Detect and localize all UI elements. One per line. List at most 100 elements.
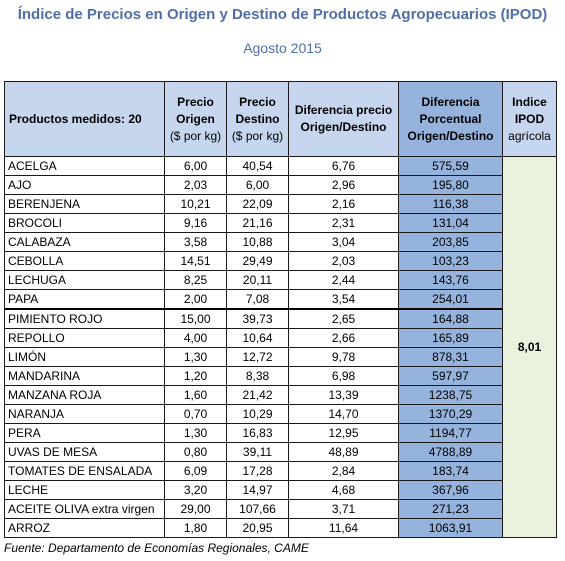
percent-difference-cell: 1194,77 (398, 423, 503, 443)
table-row: AJO 2,03 6,00 2,96 195,80 (4, 175, 557, 195)
price-difference-cell: 3,04 (288, 232, 399, 252)
origin-price-cell: 1,80 (164, 518, 227, 538)
percent-difference-cell: 254,01 (398, 289, 503, 310)
origin-price-cell: 6,09 (164, 461, 227, 481)
destination-price-cell: 107,66 (226, 499, 289, 519)
origin-price-cell: 2,03 (164, 175, 227, 195)
destination-price-cell: 20,11 (226, 270, 289, 290)
price-difference-cell: 13,39 (288, 385, 399, 405)
destination-price-cell: 10,64 (226, 328, 289, 348)
destination-price-cell: 6,00 (226, 175, 289, 195)
product-name-cell: CEBOLLA (4, 251, 165, 271)
header-price-difference: Diferencia precio Origen/Destino (288, 81, 399, 157)
origin-price-cell: 1,30 (164, 347, 227, 367)
percent-difference-cell: 4788,89 (398, 442, 503, 462)
price-difference-cell: 9,78 (288, 347, 399, 367)
percent-difference-cell: 143,76 (398, 270, 503, 290)
price-difference-cell: 2,66 (288, 328, 399, 348)
origin-price-cell: 1,30 (164, 423, 227, 443)
table-row: LECHE 3,20 14,97 4,68 367,96 (4, 480, 557, 500)
product-name-cell: REPOLLO (4, 328, 165, 348)
ipod-index-value: 8,01 (502, 156, 557, 538)
destination-price-cell: 14,97 (226, 480, 289, 500)
origin-price-cell: 3,58 (164, 232, 227, 252)
percent-difference-cell: 597,97 (398, 366, 503, 386)
report-title: Índice de Precios en Origen y Destino de… (17, 6, 548, 23)
header-origin-price: Precio Origen ($ por kg) (164, 81, 227, 157)
destination-price-cell: 39,11 (226, 442, 289, 462)
price-difference-cell: 2,31 (288, 213, 399, 233)
origin-price-cell: 14,51 (164, 251, 227, 271)
table-row: LECHUGA 8,25 20,11 2,44 143,76 (4, 270, 557, 290)
origin-price-cell: 15,00 (164, 308, 227, 329)
price-difference-cell: 6,76 (288, 156, 399, 176)
price-difference-cell: 3,54 (288, 289, 399, 310)
percent-difference-cell: 1238,75 (398, 385, 503, 405)
price-difference-cell: 2,84 (288, 461, 399, 481)
product-name-cell: ARROZ (4, 518, 165, 538)
product-name-cell: LIMÓN (4, 347, 165, 367)
source-note: Fuente: Departamento de Economías Region… (4, 541, 309, 555)
table-row: PERA 1,30 16,83 12,95 1194,77 (4, 423, 557, 443)
product-name-cell: LECHE (4, 480, 165, 500)
table-row: ARROZ 1,80 20,95 11,64 1063,91 (4, 518, 557, 538)
percent-difference-cell: 165,89 (398, 328, 503, 348)
header-ipod-index: Indice IPOD agrícola (502, 81, 557, 157)
destination-price-cell: 22,09 (226, 194, 289, 214)
origin-price-cell: 1,60 (164, 385, 227, 405)
origin-price-cell: 0,80 (164, 442, 227, 462)
product-name-cell: BERENJENA (4, 194, 165, 214)
table-row: UVAS DE MESA 0,80 39,11 48,89 4788,89 (4, 442, 557, 462)
table-row: BERENJENA 10,21 22,09 2,16 116,38 (4, 194, 557, 214)
header-destination-price: Precio Destino ($ por kg) (226, 81, 289, 157)
table-row: PAPA 2,00 7,08 3,54 254,01 (4, 289, 557, 310)
price-difference-cell: 6,98 (288, 366, 399, 386)
price-difference-cell: 2,65 (288, 308, 399, 329)
report-period: Agosto 2015 (243, 40, 322, 56)
percent-difference-cell: 116,38 (398, 194, 503, 214)
price-difference-cell: 2,96 (288, 175, 399, 195)
origin-price-cell: 6,00 (164, 156, 227, 176)
origin-price-cell: 9,16 (164, 213, 227, 233)
destination-price-cell: 21,42 (226, 385, 289, 405)
percent-difference-cell: 367,96 (398, 480, 503, 500)
origin-price-cell: 3,20 (164, 480, 227, 500)
product-name-cell: MANDARINA (4, 366, 165, 386)
table-row: CEBOLLA 14,51 29,49 2,03 103,23 (4, 251, 557, 271)
destination-price-cell: 12,72 (226, 347, 289, 367)
origin-price-cell: 0,70 (164, 404, 227, 424)
product-name-cell: MANZANA ROJA (4, 385, 165, 405)
destination-price-cell: 10,29 (226, 404, 289, 424)
destination-price-cell: 8,38 (226, 366, 289, 386)
price-difference-cell: 14,70 (288, 404, 399, 424)
product-name-cell: ACELGA (4, 156, 165, 176)
destination-price-cell: 7,08 (226, 289, 289, 310)
origin-price-cell: 29,00 (164, 499, 227, 519)
table-row: CALABAZA 3,58 10,88 3,04 203,85 (4, 232, 557, 252)
table-row: NARANJA 0,70 10,29 14,70 1370,29 (4, 404, 557, 424)
product-name-cell: PIMIENTO ROJO (4, 308, 165, 329)
product-name-cell: UVAS DE MESA (4, 442, 165, 462)
origin-price-cell: 2,00 (164, 289, 227, 310)
price-difference-cell: 2,03 (288, 251, 399, 271)
price-difference-cell: 48,89 (288, 442, 399, 462)
product-name-cell: TOMATES DE ENSALADA (4, 461, 165, 481)
percent-difference-cell: 575,59 (398, 156, 503, 176)
table-row: ACELGA 6,00 40,54 6,76 575,59 8,01 (4, 156, 557, 538)
origin-price-cell: 1,20 (164, 366, 227, 386)
origin-price-cell: 10,21 (164, 194, 227, 214)
destination-price-cell: 16,83 (226, 423, 289, 443)
ipod-table: Productos medidos: 20 Precio Origen ($ p… (4, 81, 557, 538)
destination-price-cell: 17,28 (226, 461, 289, 481)
table-row: MANZANA ROJA 1,60 21,42 13,39 1238,75 (4, 385, 557, 405)
destination-price-cell: 21,16 (226, 213, 289, 233)
percent-difference-cell: 203,85 (398, 232, 503, 252)
price-difference-cell: 12,95 (288, 423, 399, 443)
table-row: LIMÓN 1,30 12,72 9,78 878,31 (4, 347, 557, 367)
header-percent-difference: Diferencia Porcentual Origen/Destino (398, 81, 503, 157)
price-difference-cell: 4,68 (288, 480, 399, 500)
percent-difference-cell: 1370,29 (398, 404, 503, 424)
percent-difference-cell: 183,74 (398, 461, 503, 481)
table-row: PIMIENTO ROJO 15,00 39,73 2,65 164,88 (4, 308, 557, 329)
percent-difference-cell: 164,88 (398, 308, 503, 329)
